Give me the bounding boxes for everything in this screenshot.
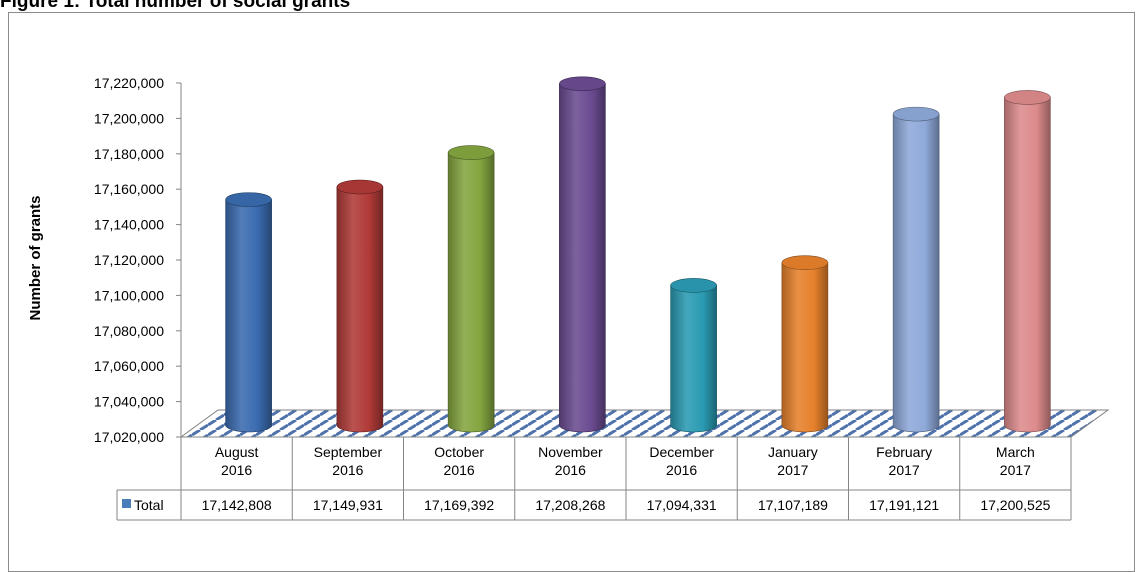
bar-body <box>670 285 717 433</box>
bar-cap <box>781 255 829 270</box>
value-label: 17,094,331 <box>647 497 717 513</box>
y-tick-label: 17,180,000 <box>94 146 164 162</box>
bar-4 <box>670 278 717 433</box>
bar-cap <box>670 278 717 293</box>
category-label: 2017 <box>777 462 808 478</box>
value-label: 17,107,189 <box>758 497 828 513</box>
bar-6 <box>892 106 940 433</box>
y-tick-label: 17,040,000 <box>94 394 164 410</box>
y-tick-label: 17,100,000 <box>94 287 164 303</box>
bar-body <box>447 152 495 433</box>
y-tick-label: 17,200,000 <box>94 110 164 126</box>
y-tick-label: 17,220,000 <box>94 75 164 91</box>
y-tick-label: 17,120,000 <box>94 252 164 268</box>
bar-cap <box>892 106 940 122</box>
bar-body <box>336 186 384 433</box>
category-label: August <box>215 444 259 460</box>
value-label: 17,169,392 <box>424 497 494 513</box>
y-tick-label: 17,160,000 <box>94 181 164 197</box>
y-tick-label: 17,080,000 <box>94 323 164 339</box>
bar-body <box>225 199 272 433</box>
category-label: 2016 <box>332 462 363 478</box>
bar-3 <box>559 76 606 433</box>
figure-title: Figure 1: Total number of social grants <box>0 0 351 12</box>
category-label: 2017 <box>1000 462 1031 478</box>
value-label: 17,142,808 <box>202 497 272 513</box>
value-label: 17,149,931 <box>313 497 383 513</box>
bar-cap <box>447 145 495 160</box>
bar-body <box>892 113 940 433</box>
category-label: November <box>538 444 603 460</box>
bar-2 <box>447 145 495 433</box>
y-axis-group: 17,020,000 17,040,000 17,060,000 17,080,000… <box>94 75 182 445</box>
category-label: 2017 <box>889 462 920 478</box>
y-axis-label: Number of grants <box>27 195 44 320</box>
bar-1 <box>336 179 384 433</box>
category-label: March <box>996 444 1035 460</box>
bar-7 <box>1004 90 1051 433</box>
bars-group <box>225 76 1051 433</box>
bar-cap <box>336 179 384 195</box>
bar-cap <box>559 76 606 92</box>
value-label: 17,191,121 <box>869 497 939 513</box>
bar-body <box>781 262 829 433</box>
category-label: 2016 <box>666 462 697 478</box>
category-label: January <box>768 444 818 460</box>
bar-5 <box>781 255 829 433</box>
bar-body <box>1004 97 1051 433</box>
chart-floor-plane <box>179 409 1110 438</box>
y-tick-label: 17,140,000 <box>94 217 164 233</box>
category-label: September <box>314 444 383 460</box>
data-table: August 2016 17,142,808 September 2016 17,149,… <box>116 436 1072 521</box>
bar-0 <box>225 192 272 433</box>
bar-cap <box>225 192 272 207</box>
legend-swatch <box>122 499 131 508</box>
y-tick-label: 17,060,000 <box>94 358 164 374</box>
value-label: 17,208,268 <box>535 497 605 513</box>
y-tick-label: 17,020,000 <box>94 429 164 445</box>
chart-floor <box>179 409 1110 438</box>
bar-cap <box>1004 90 1051 105</box>
category-label: 2016 <box>444 462 475 478</box>
legend-label: Total <box>134 497 164 513</box>
category-label: October <box>434 444 484 460</box>
category-label: 2016 <box>555 462 586 478</box>
value-label: 17,200,525 <box>980 497 1050 513</box>
category-label: February <box>876 444 932 460</box>
category-label: 2016 <box>221 462 252 478</box>
category-label: December <box>649 444 714 460</box>
bar-body <box>559 83 606 433</box>
